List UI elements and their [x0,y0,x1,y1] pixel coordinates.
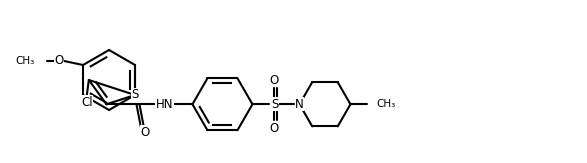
Text: N: N [295,98,304,111]
Text: CH₃: CH₃ [16,56,35,66]
Text: S: S [131,89,139,102]
Text: CH₃: CH₃ [376,99,396,109]
Text: O: O [55,54,63,67]
Text: O: O [270,122,279,135]
Text: O: O [141,126,150,139]
Text: S: S [271,98,278,111]
Text: Cl: Cl [81,96,93,109]
Text: O: O [270,74,279,87]
Text: HN: HN [156,98,173,111]
